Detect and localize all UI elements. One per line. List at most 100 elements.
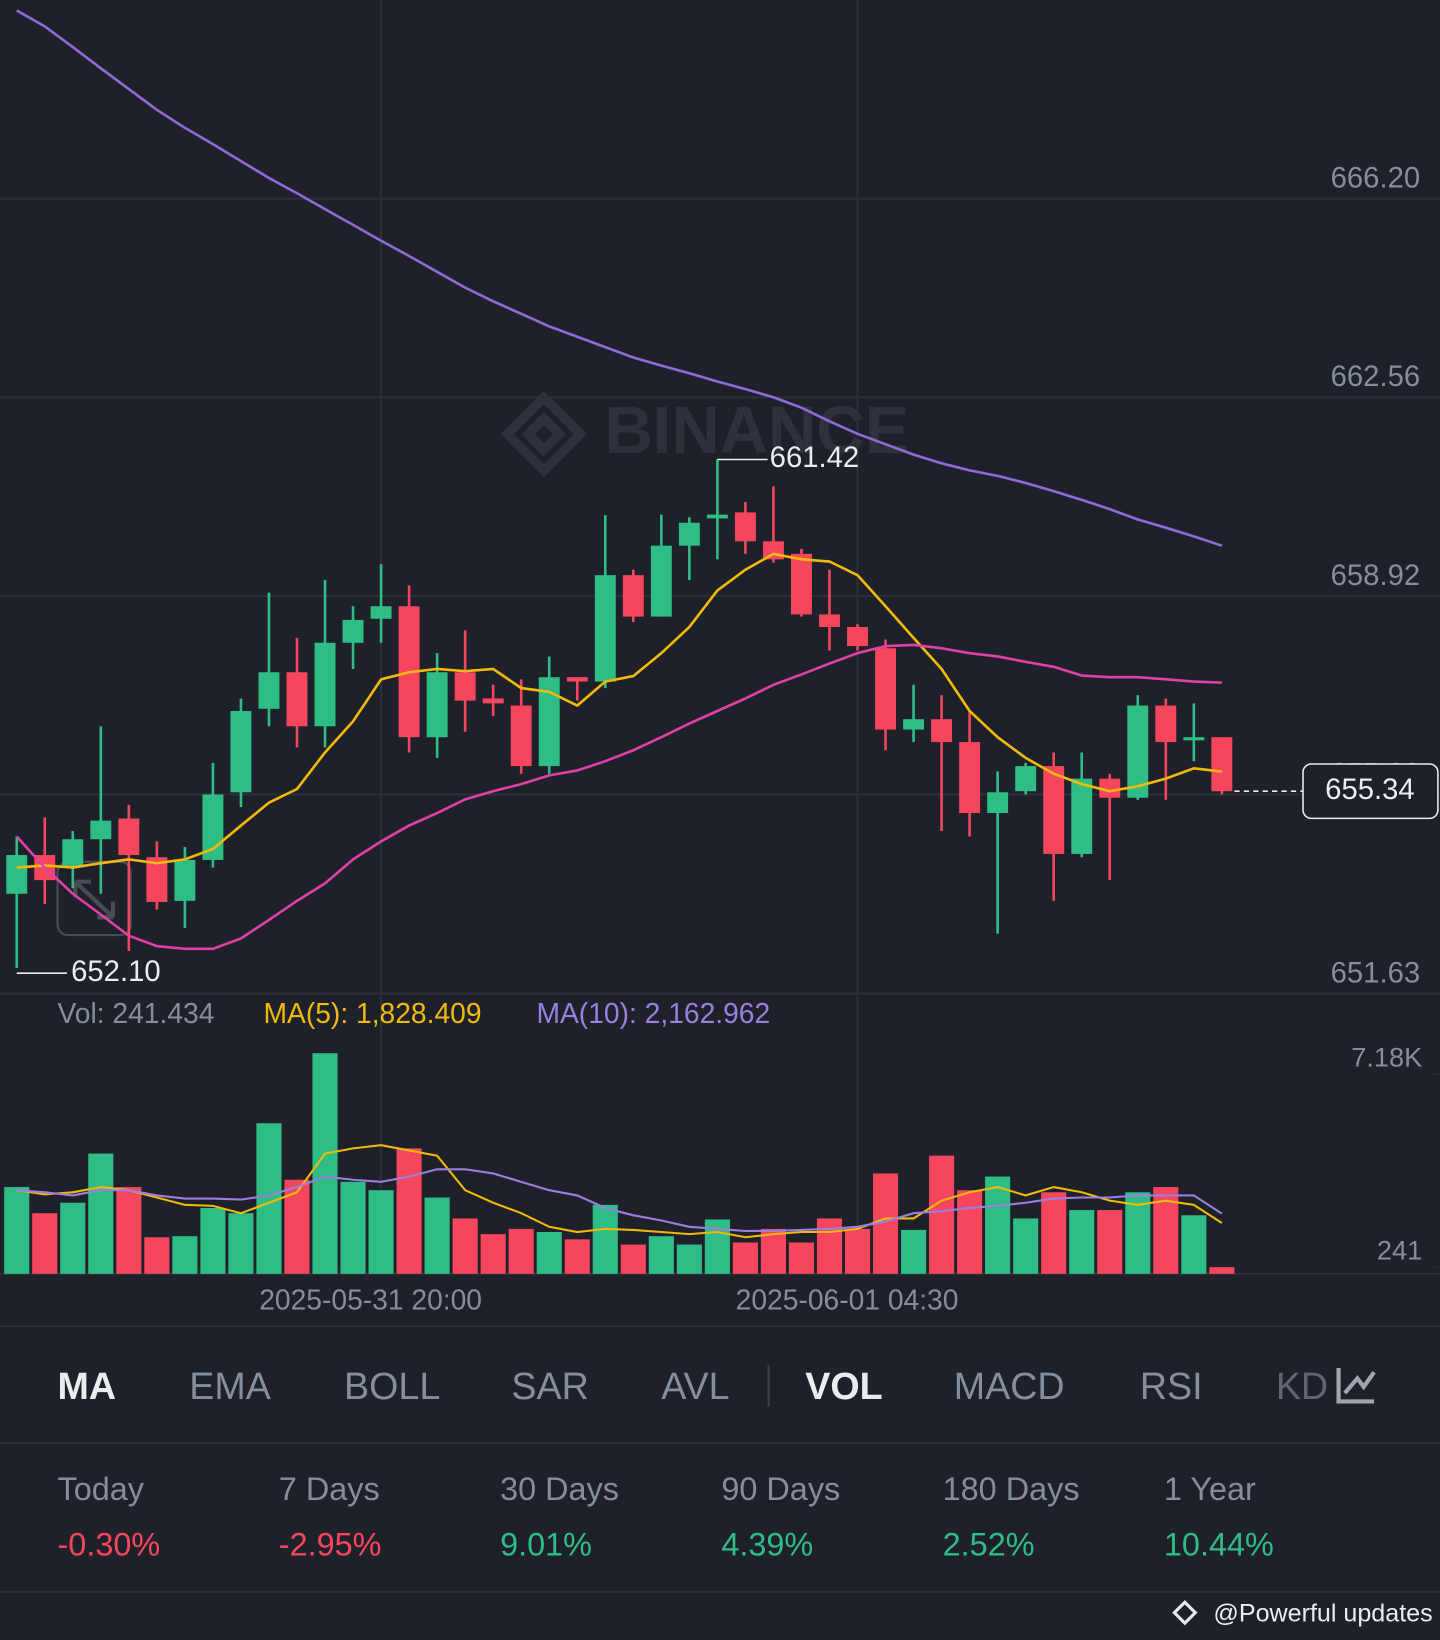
candle-body — [118, 818, 140, 856]
y-tick-label: 241 — [1377, 1235, 1422, 1266]
candle-body — [510, 705, 532, 767]
period-label: Today — [58, 1471, 145, 1507]
period-label: 30 Days — [500, 1471, 619, 1507]
candle-body — [791, 553, 812, 615]
y-tick-label: 7.18K — [1351, 1042, 1422, 1073]
candle-body — [426, 672, 448, 738]
candle-body — [959, 742, 981, 814]
candle-body — [314, 642, 336, 727]
period-label: 180 Days — [943, 1471, 1080, 1507]
x-tick-label: 2025-05-31 20:00 — [259, 1284, 482, 1316]
volume-bar — [172, 1236, 198, 1274]
volume-bar — [929, 1155, 955, 1274]
y-tick-label: 651.63 — [1331, 957, 1421, 990]
volume-ma-line — [16, 1168, 1223, 1233]
volume-bar — [60, 1202, 86, 1274]
indicator-tab[interactable]: MACD — [954, 1365, 1065, 1407]
candle-body — [482, 698, 504, 704]
indicator-tab[interactable]: RSI — [1140, 1365, 1203, 1407]
footer-text: @Powerful updates — [1213, 1599, 1432, 1627]
legend-entry: MA(5): 1,828.409 — [264, 997, 482, 1029]
candle-body — [258, 672, 280, 709]
ma-line — [15, 643, 1222, 951]
volume-bar — [1013, 1218, 1039, 1274]
candle-body — [1183, 737, 1205, 741]
period-label: 90 Days — [721, 1471, 840, 1507]
volume-bar — [788, 1242, 815, 1274]
y-tick-label: 662.56 — [1331, 360, 1421, 393]
candle-body — [370, 606, 392, 619]
volume-bar — [844, 1228, 871, 1274]
candle-body — [1099, 778, 1121, 798]
volume-bar — [957, 1190, 983, 1274]
volume-bar — [620, 1244, 646, 1274]
indicator-tab[interactable]: SAR — [511, 1365, 588, 1407]
volume-bar — [284, 1179, 310, 1274]
volume-bar — [32, 1213, 58, 1274]
candle-body — [1071, 778, 1093, 854]
legend-entry: MA(10): 2,162.962 — [536, 997, 770, 1029]
volume-bar — [508, 1228, 534, 1274]
volume-bar — [592, 1204, 618, 1274]
candle-body — [62, 839, 84, 868]
volume-bar — [676, 1244, 702, 1274]
volume-bar — [564, 1239, 590, 1274]
period-change: -0.30% — [58, 1526, 161, 1562]
candle-body — [538, 677, 560, 767]
indicator-tab[interactable]: KD — [1276, 1365, 1328, 1407]
volume-bar — [648, 1236, 674, 1274]
indicator-tab[interactable]: AVL — [661, 1365, 729, 1407]
candle-body — [6, 855, 28, 894]
ma-line — [16, 552, 1223, 869]
candle-body — [594, 575, 616, 682]
candle-body — [286, 672, 308, 727]
indicator-tab[interactable]: MA — [58, 1365, 117, 1407]
candle-body — [146, 857, 168, 902]
volume-bar — [1069, 1210, 1095, 1274]
volume-bar — [536, 1232, 562, 1274]
candle-body — [454, 672, 476, 701]
volume-bar — [116, 1187, 142, 1274]
indicator-tab[interactable]: EMA — [189, 1365, 271, 1407]
volume-bar — [1209, 1267, 1235, 1274]
period-change: -2.95% — [279, 1526, 382, 1562]
candle-body — [875, 648, 896, 730]
watermark: BINANCE — [604, 393, 909, 468]
volume-bar — [480, 1234, 506, 1274]
volume-bar — [340, 1181, 366, 1274]
candle-body — [1015, 766, 1037, 792]
period-change: 2.52% — [943, 1526, 1035, 1562]
period-label: 1 Year — [1164, 1471, 1256, 1507]
footer-logo — [1172, 1600, 1198, 1626]
candle-body — [1127, 705, 1149, 798]
volume-ma-line — [16, 1144, 1223, 1239]
candle-body — [819, 614, 840, 627]
volume-bar — [200, 1207, 226, 1274]
candle-body — [566, 677, 588, 682]
candle-body — [903, 719, 925, 730]
volume-bar — [760, 1228, 786, 1274]
candle-body — [1155, 705, 1177, 743]
chart-tool-icon[interactable] — [1336, 1367, 1376, 1404]
legend-entry: Vol: 241.434 — [58, 997, 215, 1029]
candle-body — [931, 719, 953, 743]
candle-body — [650, 545, 672, 617]
annotation-label: 652.10 — [71, 955, 161, 988]
expand-icon — [56, 860, 132, 937]
candle-body — [342, 619, 364, 643]
annotation-label: 661.42 — [770, 441, 860, 474]
candle-body — [987, 792, 1009, 814]
candle-body — [622, 575, 644, 617]
watermark-logo — [500, 390, 588, 478]
volume-bar — [312, 1053, 338, 1274]
volume-bar — [396, 1148, 422, 1274]
last-price-label: 655.34 — [1325, 773, 1415, 806]
indicator-tab[interactable]: VOL — [805, 1365, 882, 1407]
volume-bar — [228, 1213, 254, 1274]
y-tick-label: 666.20 — [1331, 162, 1421, 195]
indicator-tab[interactable]: BOLL — [344, 1365, 440, 1407]
volume-bar — [368, 1190, 394, 1274]
